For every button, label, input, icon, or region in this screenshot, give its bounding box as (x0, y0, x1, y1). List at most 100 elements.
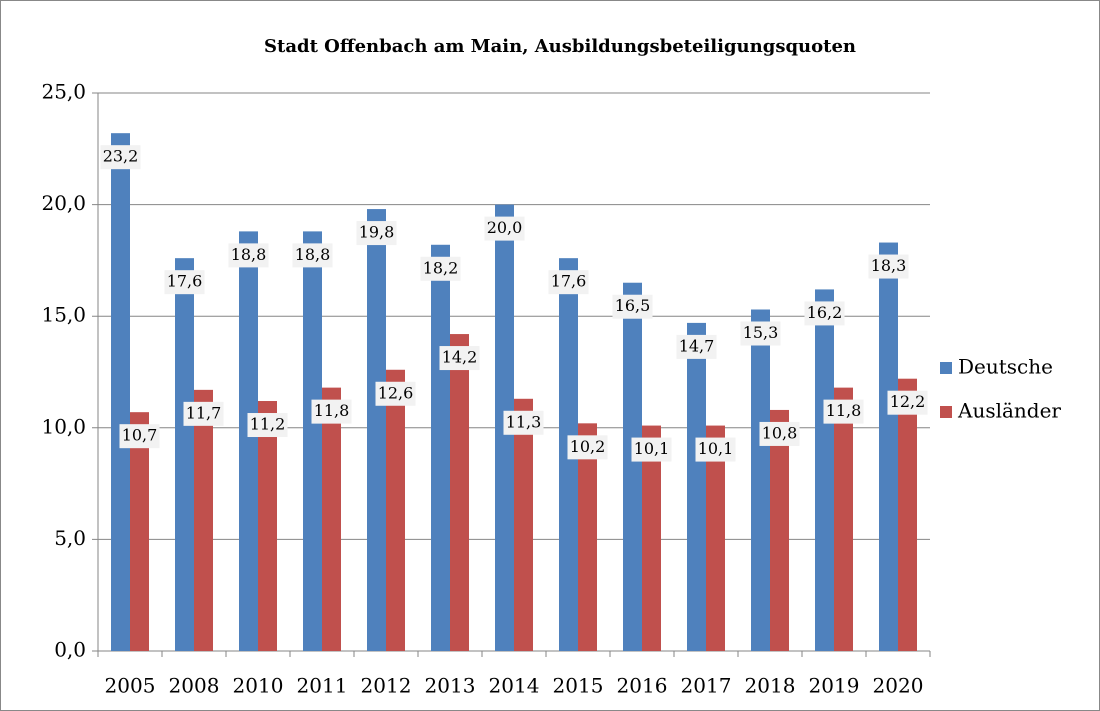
data-label-box (375, 381, 416, 406)
data-label-box (228, 243, 269, 268)
data-label: 23,2 (103, 147, 139, 166)
data-label: 10,7 (122, 426, 158, 445)
x-tick-label: 2014 (489, 674, 540, 698)
data-label-box (100, 145, 141, 170)
x-tick-label: 2005 (105, 674, 156, 698)
bar (239, 231, 258, 651)
data-label-box (503, 410, 544, 435)
data-label: 14,7 (679, 336, 715, 355)
data-label: 18,3 (871, 256, 907, 275)
data-label: 18,8 (231, 245, 267, 264)
x-tick-label: 2020 (873, 674, 924, 698)
data-label: 11,3 (506, 412, 542, 431)
bar (879, 242, 898, 651)
data-label: 11,2 (250, 415, 286, 434)
x-tick-label: 2017 (681, 674, 732, 698)
data-label-box (311, 399, 352, 424)
bar (623, 282, 642, 651)
data-label: 18,2 (423, 258, 459, 277)
data-label: 12,2 (890, 392, 926, 411)
data-label: 17,6 (551, 272, 587, 291)
data-label: 11,7 (186, 403, 222, 422)
bar (130, 412, 149, 651)
data-label-box (183, 401, 224, 426)
y-tick-label: 0,0 (54, 638, 86, 662)
data-label: 12,6 (378, 383, 414, 402)
data-label-box (823, 399, 864, 424)
bar (770, 409, 789, 651)
legend-label: Deutsche (958, 355, 1053, 379)
chart-title: Stadt Offenbach am Main, Ausbildungsbete… (264, 36, 856, 57)
data-label-box (420, 256, 461, 281)
data-label-box (759, 421, 800, 446)
data-label: 16,2 (807, 303, 843, 322)
data-label-box (631, 437, 672, 462)
bar (431, 244, 450, 651)
x-tick-label: 2019 (809, 674, 860, 698)
bar (815, 289, 834, 651)
data-label: 11,8 (314, 401, 350, 420)
bar (322, 387, 341, 651)
x-tick-label: 2008 (169, 674, 220, 698)
bar (578, 423, 597, 651)
data-label-box (868, 254, 909, 279)
data-label: 19,8 (359, 223, 395, 242)
bar (111, 133, 130, 651)
data-label-box (612, 294, 653, 319)
data-label-box (695, 437, 736, 462)
data-label-box (548, 270, 589, 295)
data-label-box (439, 346, 480, 371)
bar (194, 389, 213, 651)
data-label: 15,3 (743, 323, 779, 342)
data-label: 10,2 (570, 437, 606, 456)
y-tick-label: 25,0 (41, 80, 86, 104)
data-label-box (164, 270, 205, 295)
data-label-box (567, 435, 608, 460)
data-label-box (804, 301, 845, 326)
data-label-box (292, 243, 333, 268)
x-tick-label: 2011 (297, 674, 348, 698)
data-label: 18,8 (295, 245, 331, 264)
legend-swatch (940, 406, 952, 418)
x-tick-label: 2010 (233, 674, 284, 698)
data-label: 11,8 (826, 401, 862, 420)
bar (258, 401, 277, 651)
y-tick-label: 10,0 (41, 414, 86, 438)
bar (514, 398, 533, 651)
bar (898, 378, 917, 651)
x-tick-label: 2016 (617, 674, 668, 698)
data-label: 20,0 (487, 218, 523, 237)
bar (751, 309, 770, 651)
data-label-box (740, 321, 781, 346)
legend-label: Ausländer (957, 399, 1061, 423)
x-tick-label: 2012 (361, 674, 412, 698)
data-label: 14,2 (442, 348, 478, 367)
x-tick-label: 2013 (425, 674, 476, 698)
bar (303, 231, 322, 651)
y-tick-label: 20,0 (41, 191, 86, 215)
bar (175, 258, 194, 651)
bar (367, 209, 386, 651)
data-label-box (676, 334, 717, 359)
bar (706, 425, 725, 651)
y-tick-label: 15,0 (41, 303, 86, 327)
bar (642, 425, 661, 651)
data-label-box (119, 424, 160, 449)
x-tick-label: 2018 (745, 674, 796, 698)
data-label-box (484, 216, 525, 241)
data-label: 10,1 (698, 439, 734, 458)
y-tick-label: 5,0 (54, 526, 86, 550)
data-label-box (356, 221, 397, 246)
data-label-box (247, 413, 288, 438)
data-label: 10,1 (634, 439, 670, 458)
bar (834, 387, 853, 651)
data-label-box (887, 390, 928, 415)
bar (450, 334, 469, 651)
x-tick-label: 2015 (553, 674, 604, 698)
data-label: 17,6 (167, 272, 203, 291)
legend-swatch (940, 362, 952, 374)
data-label: 16,5 (615, 296, 651, 315)
